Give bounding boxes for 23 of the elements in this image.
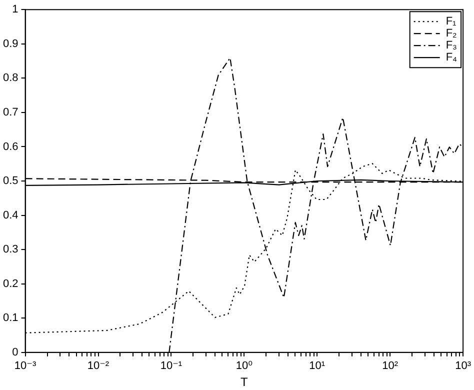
x-tick-label: 10⁻² (87, 360, 110, 372)
legend-label: F₄ (446, 52, 458, 64)
x-tick-label: 10⁻¹ (160, 360, 182, 372)
y-tick-label: 0.2 (2, 278, 18, 290)
x-tick-label: 10² (382, 360, 398, 372)
legend-label: F₁ (446, 16, 457, 28)
legend-label: F₂ (446, 28, 457, 40)
x-axis-title: T (240, 375, 248, 390)
y-tick-label: 0.1 (2, 312, 18, 324)
legend-label: F₃ (446, 40, 458, 52)
y-tick-label: 0.3 (2, 244, 18, 256)
x-tick-label: 10⁻³ (14, 360, 36, 372)
y-tick-label: 0.6 (2, 140, 18, 153)
y-tick-label: 1 (12, 4, 18, 16)
y-tick-label: 0.7 (2, 106, 18, 118)
x-tick-label: 10⁰ (236, 360, 254, 372)
y-tick-label: 0.4 (2, 209, 18, 222)
y-tick-label: 0 (12, 346, 18, 358)
y-tick-label: 0.8 (2, 72, 18, 84)
x-tick-label: 10¹ (309, 360, 326, 372)
y-tick-label: 0.5 (2, 175, 18, 188)
y-tick-label: 0.9 (2, 38, 18, 50)
x-tick-label: 10³ (455, 360, 472, 372)
